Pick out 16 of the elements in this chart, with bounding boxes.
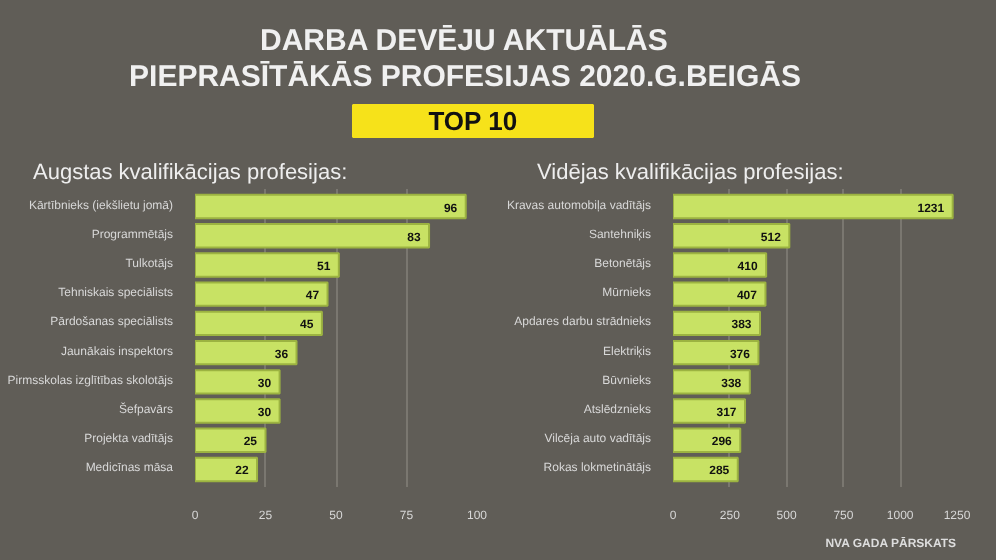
bar [673,310,762,337]
bar [195,427,267,453]
x-axis-title: Augstas kvalifikācijas profesijas: [33,161,348,185]
bar [673,339,760,366]
bar [673,223,791,249]
chart-title: DARBA DEVĒJU AKTUĀLĀS PIEPRASĪTĀKĀS PROFESIJAS 2020.G.BEIGĀS [129,24,801,94]
bar [673,427,742,453]
x-axis-title: Vidējas kvalifikācijas profesijas: [537,161,844,185]
bar [673,193,954,220]
bar [195,223,431,249]
bar [195,339,298,366]
chart-subtitle: TOP 10 [428,106,518,136]
bar [195,193,467,220]
bar [673,456,739,483]
bar [195,456,259,483]
bar [195,310,323,337]
